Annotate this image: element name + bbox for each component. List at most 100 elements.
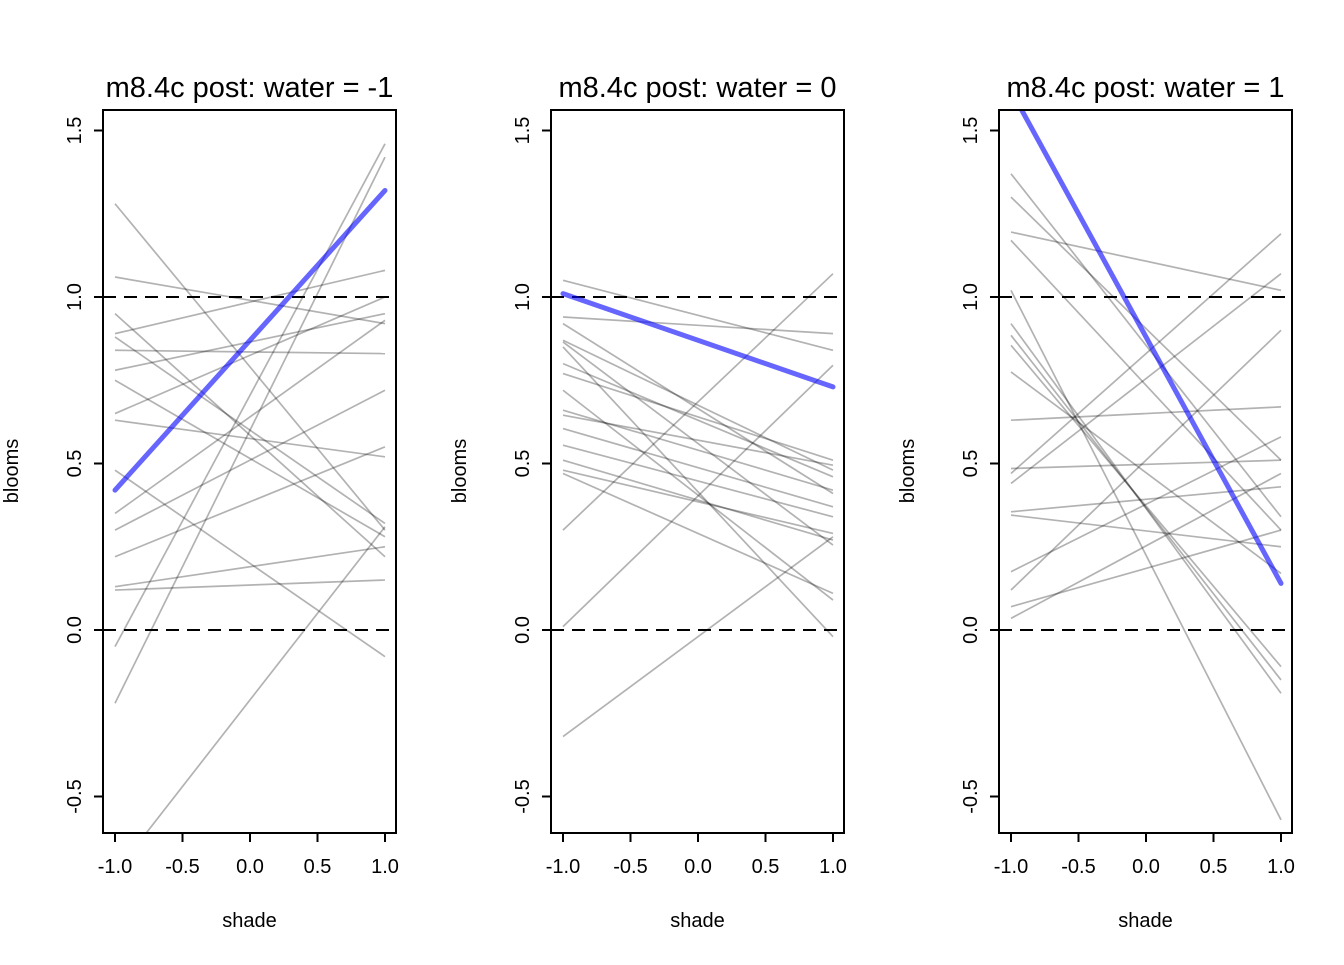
y-tick-label: 0.0: [64, 616, 86, 644]
posterior-sample-line: [114, 296, 386, 415]
posterior-sample-line: [562, 339, 834, 471]
y-tick-label: 1.5: [64, 117, 86, 145]
posterior-sample-line: [1010, 329, 1282, 591]
x-tick-label: 1.0: [1267, 856, 1295, 878]
posterior-sample-line: [114, 419, 386, 458]
plot-lines-group: [999, 110, 1292, 821]
posterior-mean-line: [1018, 110, 1284, 586]
plot-lines-group: [551, 273, 844, 738]
axis-ticks-group: -0.5 0.0 0.5 1.0 1.5 -1.0 -0.5 0.0 0.5 1.0: [960, 117, 1295, 878]
posterior-sample-line: [562, 409, 834, 491]
posterior-sample-line: [114, 446, 386, 558]
x-tick-label: 0.0: [684, 856, 712, 878]
x-axis-label: shade: [222, 910, 277, 932]
posterior-sample-line: [114, 143, 386, 648]
posterior-sample-line: [1010, 323, 1282, 694]
y-axis-label: blooms: [449, 439, 471, 503]
y-axis-label: blooms: [1, 439, 23, 503]
posterior-sample-line: [562, 273, 834, 531]
y-tick-label: 1.0: [512, 283, 534, 311]
posterior-sample-line: [114, 579, 386, 591]
posterior-sample-line: [1010, 233, 1282, 475]
x-tick-label: 0.5: [304, 856, 332, 878]
panel-water-0: m8.4c post: water = 0 -0.5 0.0 0.5 1.0 1.5 -1…: [449, 72, 847, 932]
posterior-sample-line: [1010, 485, 1282, 513]
posterior-sample-line: [562, 472, 834, 595]
posterior-sample-line: [562, 346, 834, 638]
y-tick-label: -0.5: [960, 779, 982, 813]
posterior-sample-line: [1010, 459, 1282, 470]
posterior-sample-line: [1010, 231, 1282, 292]
posterior-sample-line: [1010, 436, 1282, 573]
posterior-sample-line: [1010, 196, 1282, 461]
posterior-sample-line: [114, 156, 386, 704]
posterior-sample-line: [1010, 173, 1282, 518]
y-tick-label: 0.0: [512, 616, 534, 644]
posterior-sample-line: [114, 203, 386, 531]
posterior-sample-line: [562, 414, 834, 467]
posterior-sample-line: [114, 349, 386, 355]
posterior-sample-line: [562, 536, 834, 738]
posterior-sample-line: [114, 389, 386, 531]
posterior-sample-line: [562, 427, 834, 508]
x-tick-label: 1.0: [819, 856, 847, 878]
x-tick-label: -0.5: [165, 856, 199, 878]
posterior-sample-line: [1010, 334, 1282, 681]
plot-box: [550, 109, 845, 834]
y-tick-label: 1.0: [64, 283, 86, 311]
posterior-sample-line: [562, 389, 834, 601]
posterior-sample-line: [1010, 289, 1282, 821]
posterior-sample-line: [114, 379, 386, 538]
axis-ticks-group: -0.5 0.0 0.5 1.0 1.5 -1.0 -0.5 0.0 0.5 1.0: [512, 117, 847, 878]
posterior-sample-line: [1010, 529, 1282, 608]
posterior-sample-line: [114, 313, 386, 558]
x-tick-label: 0.5: [752, 856, 780, 878]
x-tick-label: -0.5: [1061, 856, 1095, 878]
posterior-mean-line: [112, 187, 388, 493]
posterior-sample-line: [562, 469, 834, 535]
y-tick-label: 1.5: [512, 117, 534, 145]
posterior-sample-line: [1010, 472, 1282, 620]
x-tick-label: -1.0: [994, 856, 1028, 878]
posterior-sample-line: [562, 341, 834, 546]
y-tick-label: -0.5: [64, 779, 86, 813]
x-tick-label: -0.5: [613, 856, 647, 878]
posterior-sample-line: [114, 276, 386, 325]
posterior-sample-line: [1010, 344, 1282, 668]
posterior-sample-line: [1010, 406, 1282, 422]
posterior-sample-line: [114, 545, 386, 588]
x-tick-label: 0.0: [1132, 856, 1160, 878]
panel-title: m8.4c post: water = 1: [1006, 72, 1284, 104]
y-axis-label: blooms: [897, 439, 919, 503]
x-tick-label: -1.0: [546, 856, 580, 878]
y-tick-label: 0.5: [960, 450, 982, 478]
posterior-sample-line: [562, 372, 834, 461]
posterior-sample-line: [145, 526, 386, 833]
posterior-mean-line: [560, 291, 836, 390]
posterior-sample-line: [1010, 239, 1282, 531]
posterior-sample-line: [1010, 273, 1282, 485]
posterior-sample-line: [114, 336, 386, 525]
posterior-sample-line: [562, 444, 834, 518]
posterior-sample-line: [562, 362, 834, 478]
posterior-sample-line: [114, 269, 386, 335]
panel-title: m8.4c post: water = 0: [558, 72, 836, 104]
x-tick-label: 1.0: [371, 856, 399, 878]
x-axis-label: shade: [670, 910, 725, 932]
posterior-sample-line: [562, 322, 834, 495]
posterior-sample-line: [114, 469, 386, 658]
posterior-sample-line: [114, 319, 386, 515]
axis-ticks-group: -0.5 0.0 0.5 1.0 1.5 -1.0 -0.5 0.0 0.5 1.0: [64, 117, 399, 878]
x-axis-label: shade: [1118, 910, 1173, 932]
y-tick-label: -0.5: [512, 779, 534, 813]
posterior-sample-line: [562, 279, 834, 352]
y-tick-label: 1.0: [960, 283, 982, 311]
y-tick-label: 0.0: [960, 616, 982, 644]
posterior-sample-line: [562, 316, 834, 335]
x-tick-label: 0.5: [1200, 856, 1228, 878]
posterior-sample-line: [562, 459, 834, 541]
y-tick-label: 0.5: [64, 450, 86, 478]
plot-box: [102, 109, 397, 834]
